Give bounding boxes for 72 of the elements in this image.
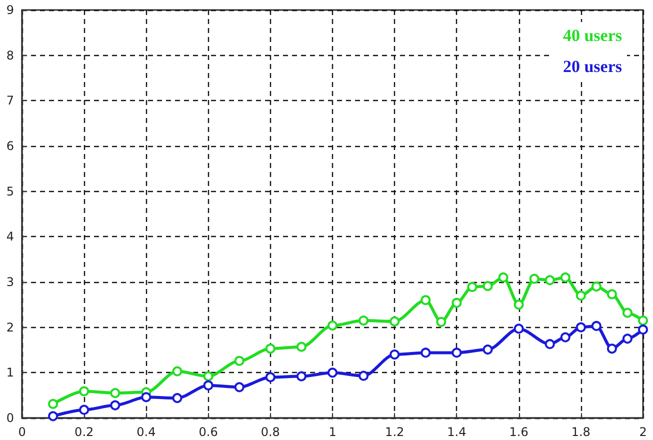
- y-tick-label: 6: [6, 139, 14, 153]
- point: [48, 398, 58, 409]
- x-tick-label: 0.2: [74, 425, 94, 439]
- point: [296, 342, 306, 352]
- point: [296, 371, 306, 382]
- point: [560, 272, 570, 282]
- point: [328, 368, 338, 378]
- point: [606, 344, 617, 354]
- y-tick-label: 4: [6, 230, 14, 244]
- point: [436, 316, 446, 327]
- y-tick-label: 8: [6, 48, 14, 62]
- point: [591, 282, 602, 292]
- point: [529, 274, 540, 284]
- x-tick-label: 1.4: [447, 425, 466, 439]
- y-tick-label: 0: [6, 411, 14, 425]
- point: [390, 350, 400, 360]
- x-tick-label: 2: [639, 425, 647, 439]
- text: 20 users: [562, 57, 622, 76]
- point: [79, 386, 90, 396]
- point: [234, 356, 244, 366]
- point: [622, 308, 632, 318]
- point: [358, 370, 369, 381]
- point: [576, 322, 586, 332]
- point: [638, 316, 648, 326]
- point: [514, 324, 524, 334]
- point: [591, 320, 602, 331]
- point: [606, 289, 617, 300]
- point: [203, 380, 214, 390]
- point: [265, 372, 276, 382]
- y-tick-label: 5: [6, 184, 14, 198]
- x-tick-label: 0.4: [136, 425, 156, 439]
- point: [420, 295, 431, 306]
- point: [544, 275, 555, 286]
- point: [452, 298, 462, 308]
- point: [560, 332, 570, 342]
- point: [79, 404, 90, 415]
- point: [141, 392, 152, 402]
- y-tick-label: 2: [6, 320, 14, 334]
- point: [482, 281, 493, 292]
- x-tick-label: 1: [328, 425, 336, 439]
- point: [234, 382, 244, 392]
- x-tick-label: 0.6: [198, 425, 218, 439]
- text: 40 users: [562, 26, 622, 45]
- point: [638, 324, 648, 335]
- point: [622, 334, 632, 344]
- point: [390, 316, 400, 326]
- point: [420, 348, 431, 358]
- y-tick-label: 9: [6, 3, 14, 17]
- point: [48, 411, 58, 422]
- point: [576, 290, 586, 301]
- point: [467, 282, 478, 292]
- point: [498, 272, 508, 282]
- x-tick-label: 0.8: [260, 425, 280, 439]
- point: [110, 388, 120, 398]
- point: [110, 400, 120, 410]
- point: [203, 371, 214, 382]
- x-tick-label: 0: [18, 425, 26, 439]
- point: [514, 300, 524, 310]
- x-tick-label: 1.6: [509, 425, 528, 439]
- x-tick-label: 1.2: [385, 425, 404, 439]
- point: [265, 344, 276, 354]
- point: [172, 366, 182, 376]
- point: [328, 320, 338, 331]
- point: [358, 316, 369, 326]
- point: [482, 344, 493, 355]
- x-tick-label: 1.8: [571, 425, 590, 439]
- point: [452, 348, 462, 358]
- y-tick-label: 7: [6, 94, 14, 108]
- point: [544, 339, 555, 350]
- point: [172, 393, 182, 404]
- y-tick-label: 3: [6, 275, 14, 289]
- y-tick-label: 1: [6, 366, 14, 380]
